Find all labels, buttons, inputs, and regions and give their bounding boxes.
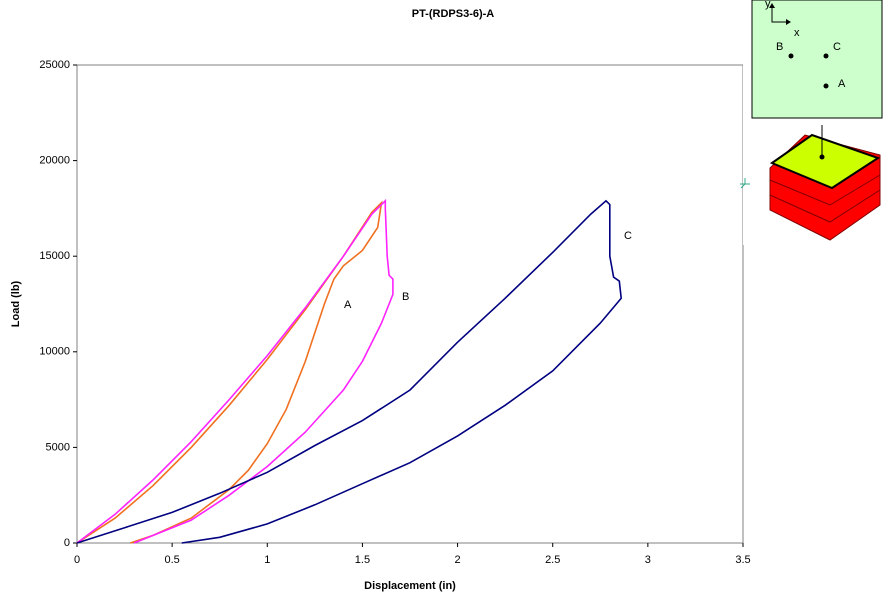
- y-tick-label: 25000: [39, 59, 70, 71]
- y-tick-label: 0: [64, 537, 70, 549]
- inset-point: [823, 53, 829, 59]
- x-tick-label: 1.5: [355, 554, 370, 566]
- inset-specimen-top: [769, 133, 881, 190]
- series-line: [76, 199, 623, 544]
- x-tick-label: 3.5: [735, 554, 750, 566]
- inset-axes: [771, 4, 790, 23]
- inset-arrowheads: [769, 3, 791, 25]
- inset-axis-label: x: [794, 27, 800, 39]
- inset-point-label: C: [833, 41, 841, 53]
- series-line: [76, 198, 394, 544]
- x-tick-label: 2: [455, 554, 461, 566]
- x-tick-label: 3: [645, 554, 651, 566]
- inset-plan: [751, 0, 883, 119]
- x-tick-label: 0.5: [164, 554, 179, 566]
- inset-point-label: B: [776, 41, 783, 53]
- chart-title: PT-(RDPS3-6)-A: [412, 8, 495, 20]
- y-tick-label: 20000: [39, 155, 70, 167]
- series-label: B: [402, 291, 409, 303]
- inset-diagram: y x B C A: [740, 0, 889, 245]
- x-tick-label: 1: [264, 554, 270, 566]
- inset-point: [788, 53, 794, 59]
- series-line: [76, 200, 383, 544]
- inset-axis-label: y: [765, 0, 771, 10]
- inset-specimen-layers: [769, 174, 881, 223]
- inset-point: [823, 83, 829, 89]
- x-tick-label: 2.5: [545, 554, 560, 566]
- inset-load-point: [819, 154, 825, 160]
- inset-point-label: A: [838, 78, 846, 90]
- y-tick-label: 15000: [39, 250, 70, 262]
- y-tick-label: 10000: [39, 346, 70, 358]
- x-axis-title: Displacement (in): [364, 580, 456, 592]
- plot-frame: [76, 64, 744, 544]
- y-tick-label: 5000: [46, 441, 70, 453]
- series-label: C: [624, 230, 632, 242]
- inset-triad: [740, 178, 750, 189]
- x-tick-label: 0: [74, 554, 80, 566]
- y-axis-title: Load (lb): [10, 280, 22, 327]
- series-label: A: [344, 299, 352, 311]
